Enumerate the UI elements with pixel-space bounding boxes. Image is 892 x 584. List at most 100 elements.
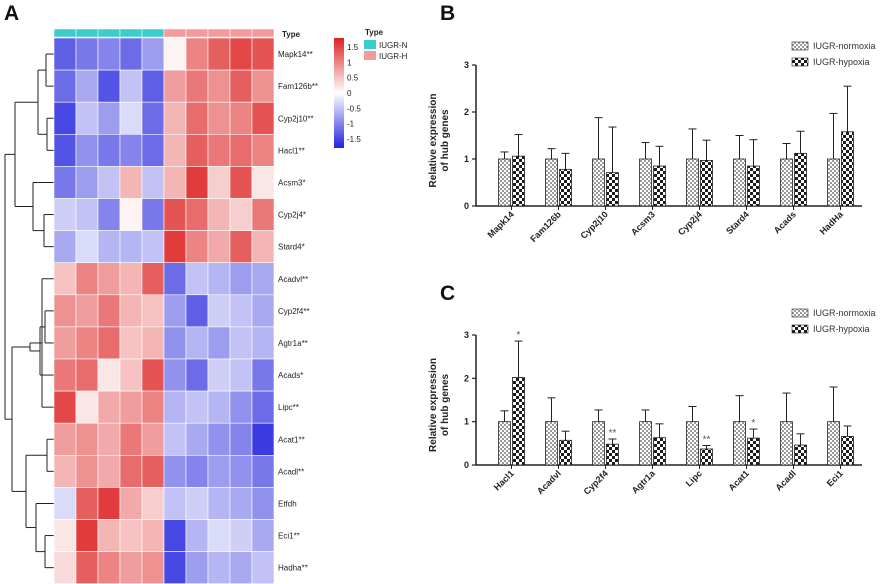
heatmap-cell <box>97 519 121 552</box>
bar-hypoxia <box>559 439 572 466</box>
heatmap-cell <box>229 101 253 135</box>
heatmap-cell <box>53 390 77 424</box>
bar-hypoxia <box>512 377 525 466</box>
heatmap-cell <box>53 37 77 71</box>
bar-hypoxia <box>747 437 760 466</box>
heatmap-cell <box>163 390 187 424</box>
bar-normoxia <box>780 421 793 466</box>
heatmap-cell <box>75 454 99 488</box>
heatmap-cell <box>185 69 209 103</box>
heatmap-cell <box>53 519 77 552</box>
heatmap-cell <box>53 551 77 584</box>
heatmap-cell <box>229 198 253 231</box>
heatmap-cell <box>185 358 209 392</box>
heatmap-cell <box>141 422 165 456</box>
row-label: Fam126b** <box>278 82 318 91</box>
bar-panel-c: C 0 1 2 3 Relative expressionof hub genes * Ha… <box>428 282 876 497</box>
heatmap-cell <box>163 358 187 392</box>
heatmap-cell <box>185 487 209 520</box>
x-tick-label: Eci1 <box>825 468 845 488</box>
heatmap-cell <box>141 198 165 231</box>
x-tick-label: Stard4 <box>724 209 751 236</box>
heatmap-cell <box>53 454 77 488</box>
heatmap-cell <box>163 166 187 199</box>
heatmap-cell <box>97 294 121 328</box>
heatmap-cell <box>141 101 165 135</box>
x-tick-label: Mapk14 <box>485 209 515 239</box>
heatmap-cell <box>229 166 253 199</box>
heatmap-cell <box>229 37 253 71</box>
heatmap-cell <box>229 487 253 520</box>
row-label: Agtr1a** <box>278 339 308 348</box>
bar-hypoxia <box>653 437 666 466</box>
heatmap-cell <box>251 230 275 264</box>
heatmap-cell <box>119 294 143 328</box>
heatmap-cell <box>251 358 275 392</box>
row-label: Etfdh <box>278 499 297 508</box>
heatmap-cell <box>229 262 253 296</box>
legend-swatch <box>364 40 376 49</box>
heatmap-cell <box>207 166 231 199</box>
heatmap-cell <box>229 358 253 392</box>
bar-hypoxia <box>794 444 807 466</box>
heatmap-cell <box>119 37 143 71</box>
heatmap-cell <box>141 487 165 520</box>
heatmap-cell <box>75 101 99 135</box>
legend-label: IUGR-H <box>379 52 408 61</box>
bar-hypoxia <box>700 448 713 466</box>
heatmap-cell <box>141 69 165 103</box>
color-scale-tick: -1 <box>347 120 355 129</box>
heatmap-cell <box>207 454 231 488</box>
panel-letter-a: A <box>4 2 19 25</box>
heatmap-cell <box>119 166 143 199</box>
y-tick-label: 2 <box>464 107 469 117</box>
heatmap-cell <box>75 69 99 103</box>
heatmap-cell <box>229 69 253 103</box>
heatmap-cell <box>119 198 143 231</box>
heatmap-cell <box>119 262 143 296</box>
row-labels: Mapk14** Fam126b** Cyp2j10** Hacl1** Acsm3* C… <box>278 50 318 573</box>
bar-normoxia <box>498 158 511 207</box>
row-label: Cyp2j10** <box>278 114 314 123</box>
row-label: Stard4* <box>278 243 305 252</box>
heatmap-cell <box>229 390 253 424</box>
heatmap-cell <box>53 69 77 103</box>
heatmap-cell <box>163 326 187 360</box>
heatmap-cell <box>251 166 275 199</box>
heatmap-cell <box>207 551 231 584</box>
bar-normoxia <box>639 158 652 207</box>
heatmap-cell <box>229 422 253 456</box>
heatmap-cell <box>163 551 187 584</box>
heatmap-cell <box>53 358 77 392</box>
heatmap-cell <box>119 390 143 424</box>
heatmap-cell <box>141 37 165 71</box>
heatmap-cell <box>97 390 121 424</box>
heatmap-cell <box>53 198 77 231</box>
heatmap-cell <box>119 326 143 360</box>
heatmap-cell <box>251 551 275 584</box>
annotation-cell <box>97 28 121 38</box>
heatmap-cell <box>185 454 209 488</box>
heatmap-cell <box>163 519 187 552</box>
heatmap-cell <box>141 454 165 488</box>
heatmap-cell <box>75 134 99 167</box>
x-tick-label: Cyp2f4 <box>582 468 610 496</box>
legend-label: IUGR-normoxia <box>813 41 876 51</box>
heatmap-cell <box>75 390 99 424</box>
heatmap-cell <box>97 326 121 360</box>
y-tick-label: 0 <box>464 460 469 470</box>
heatmap-cell <box>75 198 99 231</box>
heatmap-cell <box>251 294 275 328</box>
bar-normoxia <box>592 158 605 207</box>
heatmap-cell <box>119 101 143 135</box>
bar-normoxia <box>498 421 511 466</box>
heatmap-cell <box>163 487 187 520</box>
heatmap-cell <box>229 551 253 584</box>
heatmap-cell <box>53 134 77 167</box>
heatmap-cell <box>207 101 231 135</box>
legend-swatch <box>791 41 809 51</box>
bar-hypoxia <box>747 165 760 207</box>
x-tick-label: Acads <box>772 209 798 235</box>
row-label: Hacl1** <box>278 146 305 155</box>
heatmap-cell <box>251 101 275 135</box>
